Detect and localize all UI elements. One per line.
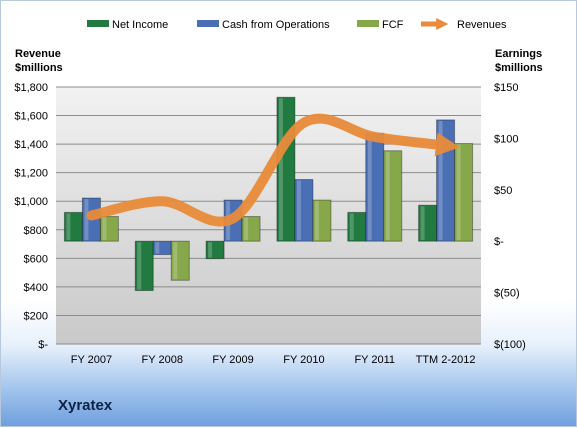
left-axis-title-line1: Revenue bbox=[15, 48, 61, 60]
x-tick-label: FY 2010 bbox=[283, 354, 324, 366]
right-tick-label: $(50) bbox=[494, 288, 520, 300]
left-tick-label: $800 bbox=[24, 225, 48, 237]
right-tick-label: $100 bbox=[494, 133, 518, 145]
x-tick-label: FY 2009 bbox=[212, 354, 253, 366]
bar-highlight bbox=[296, 180, 301, 241]
plot-area bbox=[56, 87, 481, 344]
revenue-line-path bbox=[86, 113, 460, 227]
x-tick-label: FY 2008 bbox=[142, 354, 183, 366]
legend-label-fcf: FCF bbox=[382, 19, 404, 31]
company-name: Xyratex bbox=[58, 397, 113, 414]
bar-fcf bbox=[99, 216, 119, 242]
x-axis-ticks: FY 2007 FY 2008 FY 2009 FY 2010 FY 2011 TTM 2… bbox=[71, 354, 476, 366]
right-tick-label: $- bbox=[494, 236, 504, 248]
bar-highlight bbox=[349, 213, 354, 241]
bar-highlight bbox=[208, 242, 213, 258]
right-tick-label: $(100) bbox=[494, 339, 526, 351]
bar-highlight bbox=[155, 242, 160, 254]
bar-net-income bbox=[205, 240, 225, 260]
bar-highlight bbox=[66, 213, 71, 241]
left-tick-label: $1,400 bbox=[14, 139, 48, 151]
bar-net-income bbox=[134, 240, 154, 292]
right-tick-label: $50 bbox=[494, 185, 512, 197]
left-tick-label: $600 bbox=[24, 253, 48, 265]
legend-swatch-fcf bbox=[357, 20, 379, 27]
revenue-line bbox=[86, 113, 460, 227]
x-tick-label: TTM 2-2012 bbox=[416, 354, 476, 366]
legend-swatch-net-income bbox=[87, 20, 109, 27]
legend: Net Income Cash from Operations FCF Reve… bbox=[87, 17, 507, 31]
bar-series bbox=[63, 96, 474, 292]
x-tick-label: FY 2007 bbox=[71, 354, 112, 366]
bar-highlight bbox=[420, 206, 425, 241]
left-tick-label: $- bbox=[38, 339, 48, 351]
bar-highlight bbox=[385, 151, 390, 241]
bar-highlight bbox=[456, 144, 461, 241]
bar-fcf bbox=[170, 240, 190, 281]
bar-fcf bbox=[241, 216, 261, 242]
bar-highlight bbox=[244, 217, 249, 241]
left-axis-title-line2: $millions bbox=[15, 62, 63, 74]
bar-fcf bbox=[454, 143, 474, 242]
bar-highlight bbox=[173, 242, 178, 280]
gridlines bbox=[56, 86, 481, 345]
left-tick-label: $200 bbox=[24, 310, 48, 322]
legend-label-cash-from-operations: Cash from Operations bbox=[222, 19, 330, 31]
left-tick-label: $1,600 bbox=[14, 111, 48, 123]
bar-fcf bbox=[312, 199, 332, 242]
left-tick-label: $1,200 bbox=[14, 168, 48, 180]
bar-highlight bbox=[84, 199, 89, 241]
left-tick-label: $1,000 bbox=[14, 196, 48, 208]
right-axis-title-line2: $millions bbox=[495, 62, 543, 74]
bar-highlight bbox=[438, 120, 443, 241]
right-axis-ticks: $(100) $(50) $- $50 $100 $150 bbox=[494, 82, 526, 351]
bar-highlight bbox=[137, 242, 142, 290]
legend-swatch-cash-from-operations bbox=[197, 20, 219, 27]
x-tick-label: FY 2011 bbox=[354, 354, 395, 366]
right-axis-title-line1: Earnings bbox=[495, 48, 542, 60]
legend-label-revenues: Revenues bbox=[457, 19, 507, 31]
bar-highlight bbox=[367, 134, 372, 241]
bar-highlight bbox=[102, 217, 107, 241]
left-tick-label: $400 bbox=[24, 282, 48, 294]
bar-fcf bbox=[383, 150, 403, 242]
left-tick-label: $1,800 bbox=[14, 82, 48, 94]
left-axis-ticks: $- $200 $400 $600 $800 $1,000 $1,200 $1,400 $1,6… bbox=[14, 82, 48, 351]
right-tick-label: $150 bbox=[494, 82, 518, 94]
legend-label-net-income: Net Income bbox=[112, 19, 168, 31]
bar-highlight bbox=[278, 98, 283, 241]
bar-highlight bbox=[314, 201, 319, 241]
